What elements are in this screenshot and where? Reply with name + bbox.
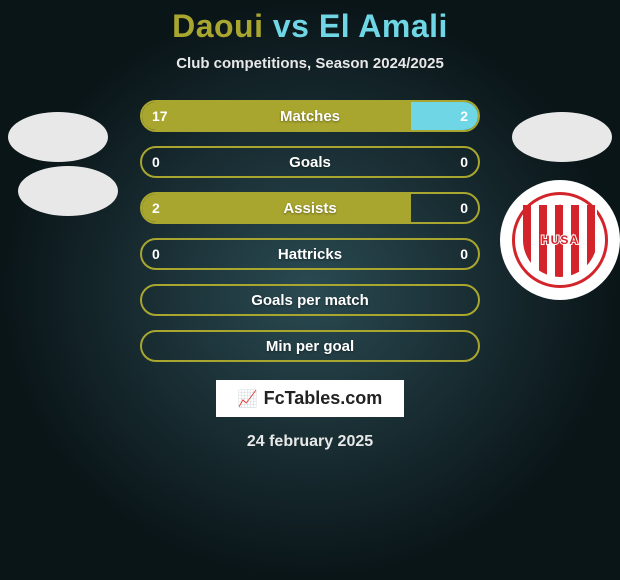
- title-player2: El Amali: [319, 8, 448, 44]
- stat-label: Min per goal: [266, 338, 354, 355]
- player2-avatar-top: [512, 112, 612, 162]
- stat-value-p1: 0: [152, 154, 160, 170]
- stat-label: Goals per match: [251, 292, 369, 309]
- club-badge-text: HUSA: [541, 233, 579, 247]
- stat-value-p2: 0: [460, 154, 468, 170]
- title-vs: vs: [273, 8, 310, 44]
- stat-value-p1: 0: [152, 246, 160, 262]
- stat-row-assists: 2 0 Assists: [140, 192, 480, 224]
- brand-text: FcTables.com: [264, 388, 383, 409]
- stat-value-p2: 2: [460, 108, 468, 124]
- stat-label: Assists: [283, 200, 336, 217]
- player1-avatar-top: [8, 112, 108, 162]
- stat-value-p1: 2: [152, 200, 160, 216]
- title-player1: Daoui: [172, 8, 263, 44]
- stat-value-p1: 17: [152, 108, 168, 124]
- club-badge: ♔ HUSA: [500, 180, 620, 300]
- stat-row-min-per-goal: Min per goal: [140, 330, 480, 362]
- date-stamp: 24 february 2025: [247, 433, 373, 451]
- comparison-chart: 17 2 Matches 0 0 Goals 2 0 Assists 0 0 Hattricks Goa…: [140, 100, 480, 362]
- subtitle: Club competitions, Season 2024/2025: [176, 55, 444, 72]
- stat-label: Goals: [289, 154, 331, 171]
- stat-label: Hattricks: [278, 246, 342, 263]
- page-title: Daoui vs El Amali: [172, 8, 448, 45]
- brand-badge: 📈 FcTables.com: [216, 380, 405, 417]
- stat-value-p2: 0: [460, 246, 468, 262]
- stat-value-p2: 0: [460, 200, 468, 216]
- stat-row-goals: 0 0 Goals: [140, 146, 480, 178]
- stat-row-goals-per-match: Goals per match: [140, 284, 480, 316]
- chart-icon: 📈: [238, 389, 258, 409]
- stat-row-hattricks: 0 0 Hattricks: [140, 238, 480, 270]
- stat-row-matches: 17 2 Matches: [140, 100, 480, 132]
- stat-label: Matches: [280, 108, 340, 125]
- player1-avatar-bottom: [18, 166, 118, 216]
